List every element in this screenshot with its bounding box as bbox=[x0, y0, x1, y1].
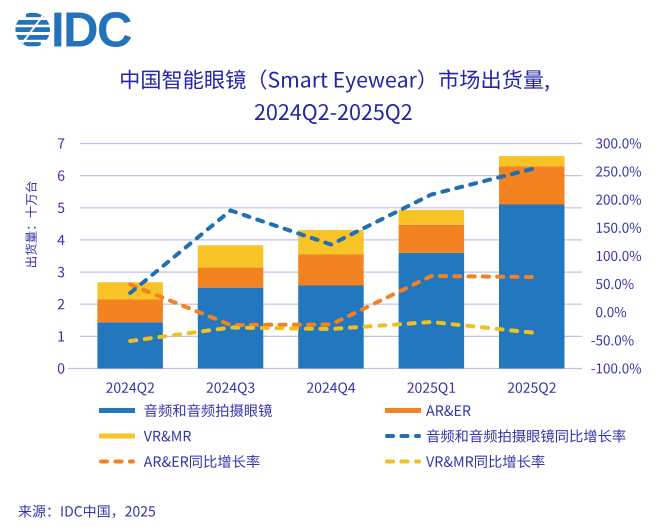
svg-text:IDC: IDC bbox=[51, 3, 132, 57]
